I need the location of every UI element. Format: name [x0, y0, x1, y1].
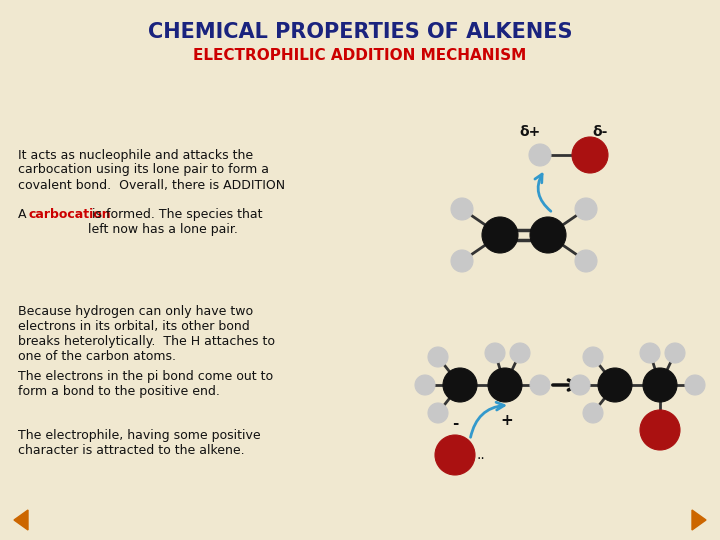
Polygon shape — [14, 510, 28, 530]
Circle shape — [572, 137, 608, 173]
Circle shape — [640, 343, 660, 363]
Circle shape — [488, 368, 522, 402]
Circle shape — [530, 375, 550, 395]
FancyArrowPatch shape — [535, 174, 551, 211]
Text: δ+: δ+ — [519, 125, 541, 139]
Circle shape — [530, 217, 566, 253]
Text: carbocation: carbocation — [29, 208, 112, 221]
Circle shape — [451, 198, 473, 220]
Circle shape — [415, 375, 435, 395]
Text: δ-: δ- — [593, 125, 608, 139]
Circle shape — [443, 368, 477, 402]
Text: -: - — [452, 416, 458, 431]
Text: +: + — [500, 413, 513, 428]
Circle shape — [598, 368, 632, 402]
Circle shape — [575, 250, 597, 272]
Circle shape — [510, 343, 530, 363]
Polygon shape — [692, 510, 706, 530]
Circle shape — [428, 403, 448, 423]
Text: ··: ·· — [477, 452, 486, 466]
Circle shape — [529, 144, 551, 166]
Text: The electrons in the pi bond come out to
form a bond to the positive end.: The electrons in the pi bond come out to… — [18, 370, 273, 398]
Text: It acts as nucleophile and attacks the
carbocation using its lone pair to form a: It acts as nucleophile and attacks the c… — [18, 148, 285, 192]
Circle shape — [435, 435, 475, 475]
Text: The electrophile, having some positive
character is attracted to the alkene.: The electrophile, having some positive c… — [18, 429, 261, 457]
Text: CHEMICAL PROPERTIES OF ALKENES: CHEMICAL PROPERTIES OF ALKENES — [148, 22, 572, 42]
Text: is formed. The species that
left now has a lone pair.: is formed. The species that left now has… — [88, 208, 262, 236]
Circle shape — [640, 410, 680, 450]
Circle shape — [451, 250, 473, 272]
Text: Because hydrogen can only have two
electrons in its orbital, its other bond
brea: Because hydrogen can only have two elect… — [18, 305, 275, 363]
Circle shape — [482, 217, 518, 253]
Text: A: A — [18, 208, 30, 221]
Circle shape — [570, 375, 590, 395]
Circle shape — [583, 403, 603, 423]
Circle shape — [428, 347, 448, 367]
FancyArrowPatch shape — [471, 402, 504, 437]
Circle shape — [643, 368, 677, 402]
Circle shape — [575, 198, 597, 220]
Circle shape — [583, 347, 603, 367]
Circle shape — [685, 375, 705, 395]
Circle shape — [485, 343, 505, 363]
Text: ELECTROPHILIC ADDITION MECHANISM: ELECTROPHILIC ADDITION MECHANISM — [194, 48, 526, 63]
Circle shape — [665, 343, 685, 363]
